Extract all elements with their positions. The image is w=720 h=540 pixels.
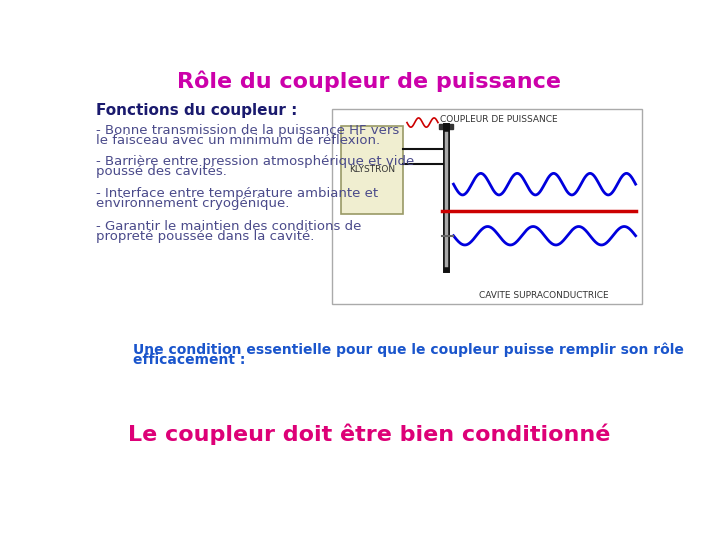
Text: Rôle du coupleur de puissance: Rôle du coupleur de puissance xyxy=(177,71,561,92)
Bar xyxy=(341,126,403,214)
Text: environnement cryogénique.: environnement cryogénique. xyxy=(96,197,289,210)
Text: - Barrière entre pression atmosphérique et vide: - Barrière entre pression atmosphérique … xyxy=(96,156,415,168)
Text: - Bonne transmission de la puissance HF vers: - Bonne transmission de la puissance HF … xyxy=(96,124,400,137)
Text: Le coupleur doit être bien conditionné: Le coupleur doit être bien conditionné xyxy=(128,424,610,445)
Text: - Interface entre température ambiante et: - Interface entre température ambiante e… xyxy=(96,187,378,200)
Text: efficacement :: efficacement : xyxy=(132,354,245,368)
Text: KLYSTRON: KLYSTRON xyxy=(349,165,395,174)
Text: COUPLEUR DE PUISSANCE: COUPLEUR DE PUISSANCE xyxy=(441,115,558,124)
Text: CAVITE SUPRACONDUCTRICE: CAVITE SUPRACONDUCTRICE xyxy=(479,291,608,300)
Bar xyxy=(438,124,453,129)
Text: poussé des cavités.: poussé des cavités. xyxy=(96,165,227,178)
Text: Une condition essentielle pour que le coupleur puisse remplir son rôle: Une condition essentielle pour que le co… xyxy=(132,342,683,357)
Bar xyxy=(332,109,642,303)
Text: - Garantir le maintien des conditions de: - Garantir le maintien des conditions de xyxy=(96,220,361,233)
Text: le faisceau avec un minimum de réflexion.: le faisceau avec un minimum de réflexion… xyxy=(96,134,380,147)
Text: Fonctions du coupleur :: Fonctions du coupleur : xyxy=(96,104,297,118)
Text: propreté poussée dans la cavité.: propreté poussée dans la cavité. xyxy=(96,230,315,243)
